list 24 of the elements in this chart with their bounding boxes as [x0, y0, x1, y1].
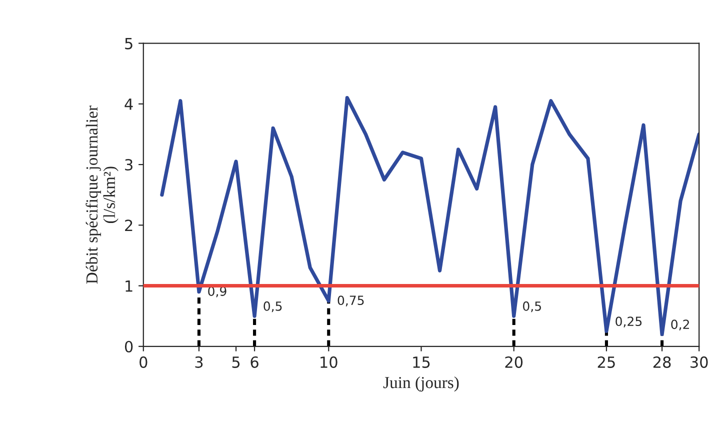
data-label: 0,5	[523, 301, 541, 312]
x-axis-title: Juin (jours)	[383, 376, 459, 392]
x-tick-label: 25	[598, 356, 615, 368]
y-tick-label: 4	[124, 98, 133, 110]
data-label: 0,25	[616, 316, 642, 328]
x-tick-label: 30	[690, 356, 708, 368]
data-label: 0,2	[671, 320, 689, 330]
y-tick-label: 2	[125, 220, 132, 231]
line-series	[160, 96, 700, 336]
x-tick-label: 10	[320, 356, 338, 368]
data-label: 0,75	[338, 296, 364, 306]
x-tick-label: 6	[250, 356, 258, 368]
y-tick-label: 1	[126, 280, 132, 292]
x-tick-label: 15	[413, 356, 430, 368]
x-tick-label: 5	[232, 356, 240, 368]
y-tick-label: 0	[124, 340, 133, 352]
x-tick-label: 0	[140, 356, 148, 368]
y-axis-title: Débit spécifique journalier (l/s/km²)	[86, 106, 118, 284]
y-tick-label: 3	[125, 159, 132, 171]
x-tick-label: 20	[505, 356, 523, 368]
y-tick-label: 5	[125, 38, 132, 50]
x-tick-label: 3	[195, 356, 203, 368]
data-label: 0,5	[264, 301, 282, 312]
x-tick-label: 28	[653, 356, 671, 368]
